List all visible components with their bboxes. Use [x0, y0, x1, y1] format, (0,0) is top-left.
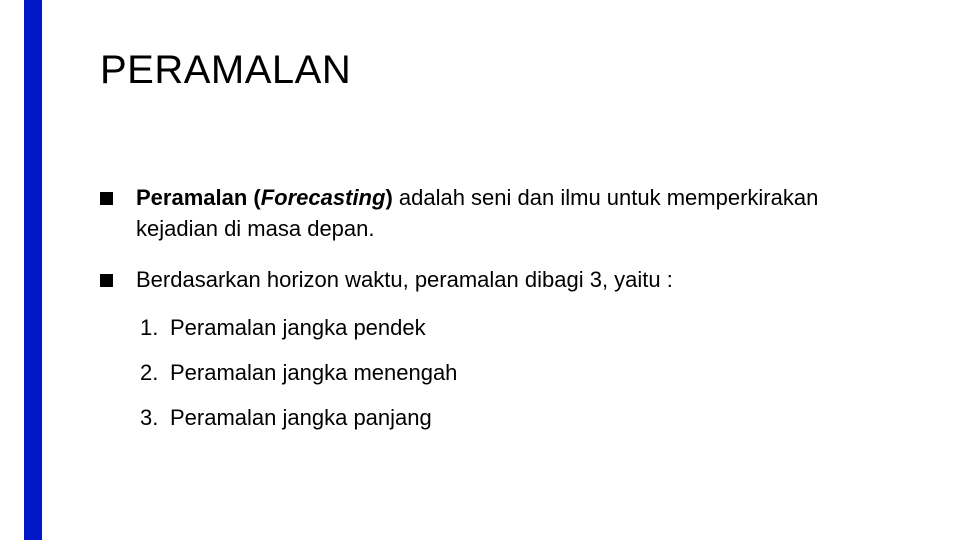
numbered-text: Peramalan jangka menengah [170, 360, 457, 385]
bullet-list: Peramalan (Forecasting) adalah seni dan … [100, 183, 900, 434]
slide-title: PERAMALAN [100, 48, 900, 93]
numbered-text: Peramalan jangka pendek [170, 315, 426, 340]
number-label: 2. [140, 358, 158, 389]
numbered-item: 1. Peramalan jangka pendek [140, 313, 900, 344]
numbered-item: 3. Peramalan jangka panjang [140, 403, 900, 434]
accent-bar [24, 0, 42, 540]
number-label: 3. [140, 403, 158, 434]
bullet-item: Berdasarkan horizon waktu, peramalan dib… [100, 265, 900, 434]
number-label: 1. [140, 313, 158, 344]
bullet-bold: Peramalan ( [136, 185, 261, 210]
bullet-bold-italic: Forecasting [261, 185, 386, 210]
bullet-text: Berdasarkan horizon waktu, peramalan dib… [136, 267, 673, 292]
bullet-bold-tail: ) [385, 185, 392, 210]
numbered-text: Peramalan jangka panjang [170, 405, 432, 430]
bullet-item: Peramalan (Forecasting) adalah seni dan … [100, 183, 900, 245]
slide-content: PERAMALAN Peramalan (Forecasting) adalah… [100, 48, 900, 454]
numbered-list: 1. Peramalan jangka pendek 2. Peramalan … [140, 313, 900, 433]
numbered-item: 2. Peramalan jangka menengah [140, 358, 900, 389]
